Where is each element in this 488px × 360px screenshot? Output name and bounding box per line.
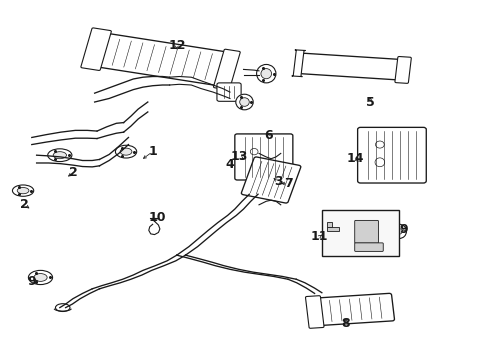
FancyBboxPatch shape	[354, 220, 378, 243]
Ellipse shape	[374, 158, 384, 167]
Ellipse shape	[395, 229, 401, 234]
Ellipse shape	[48, 149, 72, 162]
Text: 12: 12	[168, 39, 185, 52]
FancyBboxPatch shape	[241, 157, 300, 203]
Text: 7: 7	[283, 177, 292, 190]
Bar	[326, 222, 331, 227]
FancyBboxPatch shape	[357, 127, 426, 183]
Bar	[321, 210, 398, 256]
Text: 10: 10	[148, 211, 166, 224]
Bar	[326, 227, 338, 231]
Ellipse shape	[391, 224, 406, 238]
Text: 5: 5	[365, 95, 374, 108]
FancyBboxPatch shape	[81, 28, 111, 71]
Ellipse shape	[34, 274, 47, 282]
Ellipse shape	[375, 141, 384, 148]
Text: 1: 1	[148, 145, 157, 158]
Ellipse shape	[261, 69, 271, 79]
Text: 9: 9	[399, 223, 407, 236]
Ellipse shape	[12, 185, 34, 196]
Text: 3: 3	[273, 175, 282, 188]
FancyBboxPatch shape	[354, 243, 383, 251]
Ellipse shape	[115, 145, 137, 158]
FancyBboxPatch shape	[305, 296, 324, 328]
Ellipse shape	[250, 148, 258, 155]
FancyBboxPatch shape	[291, 50, 305, 77]
Ellipse shape	[235, 94, 253, 110]
Ellipse shape	[55, 304, 70, 311]
Text: 6: 6	[264, 129, 272, 142]
FancyBboxPatch shape	[213, 49, 240, 90]
Ellipse shape	[17, 188, 29, 194]
FancyBboxPatch shape	[300, 53, 401, 80]
Text: 14: 14	[346, 152, 364, 165]
Ellipse shape	[28, 270, 53, 284]
Text: 4: 4	[225, 158, 234, 171]
Ellipse shape	[53, 152, 66, 159]
FancyBboxPatch shape	[234, 134, 292, 180]
Text: 9: 9	[27, 275, 36, 288]
Text: 11: 11	[310, 230, 327, 243]
Text: 2: 2	[20, 198, 29, 211]
FancyBboxPatch shape	[97, 33, 227, 85]
Text: 2: 2	[68, 166, 77, 179]
Ellipse shape	[120, 148, 132, 155]
Text: 8: 8	[341, 317, 349, 330]
Ellipse shape	[239, 98, 249, 106]
Text: 13: 13	[230, 150, 248, 163]
FancyBboxPatch shape	[217, 83, 241, 101]
FancyBboxPatch shape	[394, 57, 410, 84]
Ellipse shape	[256, 64, 275, 83]
FancyBboxPatch shape	[316, 293, 394, 325]
